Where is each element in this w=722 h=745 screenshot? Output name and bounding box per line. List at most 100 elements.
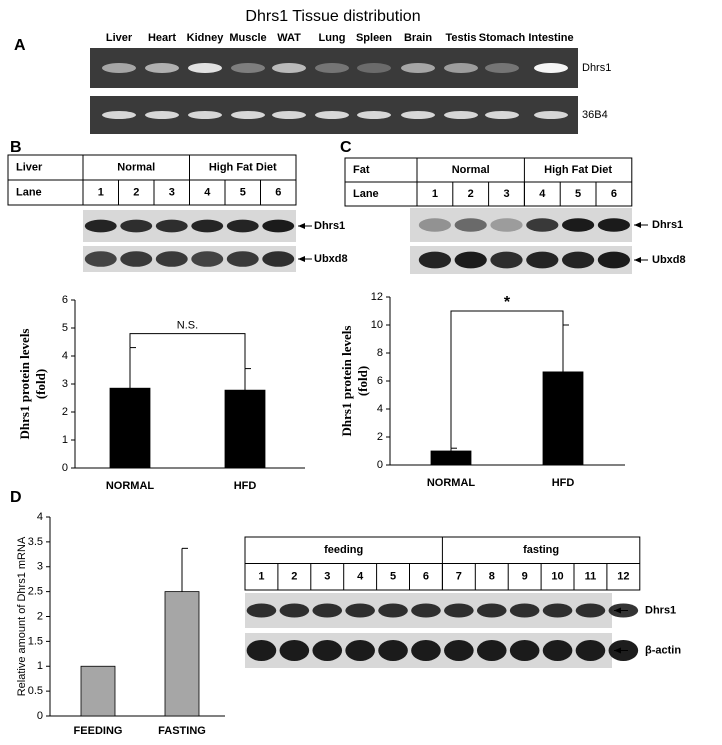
blot-band [262, 251, 295, 267]
bar [542, 371, 584, 466]
blot-band [575, 640, 606, 661]
tissue-label: Brain [404, 32, 432, 44]
blot-band [476, 603, 507, 618]
arrow-head [298, 256, 305, 262]
blot-band [542, 640, 573, 661]
y-axis-label: Dhrs1 protein levels [339, 326, 354, 437]
blot-band [444, 603, 474, 618]
band-label: Dhrs1 [314, 220, 345, 232]
band-label: Ubxd8 [314, 253, 348, 265]
arrow-head [634, 222, 641, 228]
y-tick-label: 2 [37, 610, 43, 622]
blot-band [191, 219, 224, 233]
blot-band [509, 603, 540, 618]
lane-label: 3 [169, 186, 175, 198]
error-bar [181, 547, 188, 592]
gel-band [534, 63, 568, 73]
band-label: β-actin [645, 644, 681, 656]
y-axis-label: Relative amount of Dhrs1 mRNA [16, 536, 28, 696]
significance-label: N.S. [177, 320, 198, 332]
blot-band [542, 603, 573, 618]
y-tick-label: 0 [62, 462, 68, 474]
blot-band [191, 251, 224, 267]
gel-band [357, 63, 391, 73]
lane-label: 5 [390, 571, 396, 583]
y-tick-label: 4 [62, 350, 68, 362]
lane-label: 1 [258, 571, 264, 583]
lane-label: 10 [551, 571, 563, 583]
gel-band [357, 111, 391, 119]
tissue-label: Muscle [229, 32, 266, 44]
group-label: High Fat Diet [209, 161, 277, 173]
blot-band [476, 640, 507, 661]
tissue-label: Intestine [528, 32, 573, 44]
gel-band [145, 63, 179, 73]
gel-band [401, 111, 435, 119]
y-tick-label: 8 [377, 347, 383, 359]
blot [83, 210, 296, 242]
lane-label: 2 [291, 571, 297, 583]
bar [430, 450, 472, 466]
gel-band [315, 63, 349, 73]
y-tick-label: 6 [377, 375, 383, 387]
blot-band [597, 218, 631, 232]
y-tick-label: 2.5 [28, 586, 43, 598]
blot-band [262, 219, 295, 233]
blot-band [526, 251, 559, 269]
gel-band [485, 111, 519, 119]
category-label: HFD [552, 477, 575, 489]
y-tick-label: 5 [62, 322, 68, 334]
lane-label: 4 [204, 186, 211, 198]
group-label: Normal [117, 161, 155, 173]
category-label: FEEDING [74, 725, 123, 737]
y-tick-label: 0 [37, 710, 43, 722]
error-bar [562, 324, 569, 372]
gel-band [188, 111, 222, 119]
y-axis-label: Dhrs1 protein levels [17, 329, 32, 440]
blot-band [226, 219, 259, 233]
tissue-label: Spleen [356, 32, 392, 44]
row-label: Fat [353, 164, 370, 176]
lane-label: 6 [423, 571, 429, 583]
blot-band [454, 251, 487, 269]
blot-band [84, 251, 117, 267]
bar [109, 387, 151, 469]
gel-band [534, 111, 568, 119]
category-label: FASTING [158, 725, 206, 737]
blot-band [226, 251, 259, 267]
blot-band [120, 251, 153, 267]
gel-band [272, 63, 306, 73]
lane-label: 8 [489, 571, 495, 583]
error-bar [244, 368, 251, 391]
blot-band [312, 603, 343, 618]
category-label: HFD [234, 480, 257, 492]
gel-band [485, 63, 519, 73]
y-tick-label: 1.5 [28, 635, 43, 647]
y-tick-label: 1 [62, 434, 68, 446]
y-tick-label: 3 [37, 561, 43, 573]
lane-label: 7 [456, 571, 462, 583]
blot-band [597, 251, 631, 269]
blot-band [411, 603, 441, 618]
lane-label: 5 [575, 188, 581, 200]
blot-band [155, 219, 188, 233]
blot [410, 208, 632, 242]
blot-band [418, 218, 452, 232]
significance-bracket [450, 310, 564, 449]
lane-label: 3 [503, 188, 509, 200]
blot-band [509, 640, 540, 661]
blot-band [246, 603, 277, 618]
arrow-head [614, 607, 621, 614]
blot-band [526, 218, 559, 232]
panel-letter: B [10, 139, 22, 156]
error-bar [450, 447, 457, 451]
lane-label: 1 [98, 186, 104, 198]
y-tick-label: 4 [37, 511, 43, 523]
tissue-label: WAT [277, 32, 301, 44]
gel-band [272, 111, 306, 119]
band-label: Dhrs1 [645, 604, 676, 616]
blot-band [561, 218, 595, 232]
blot-band [312, 640, 343, 661]
